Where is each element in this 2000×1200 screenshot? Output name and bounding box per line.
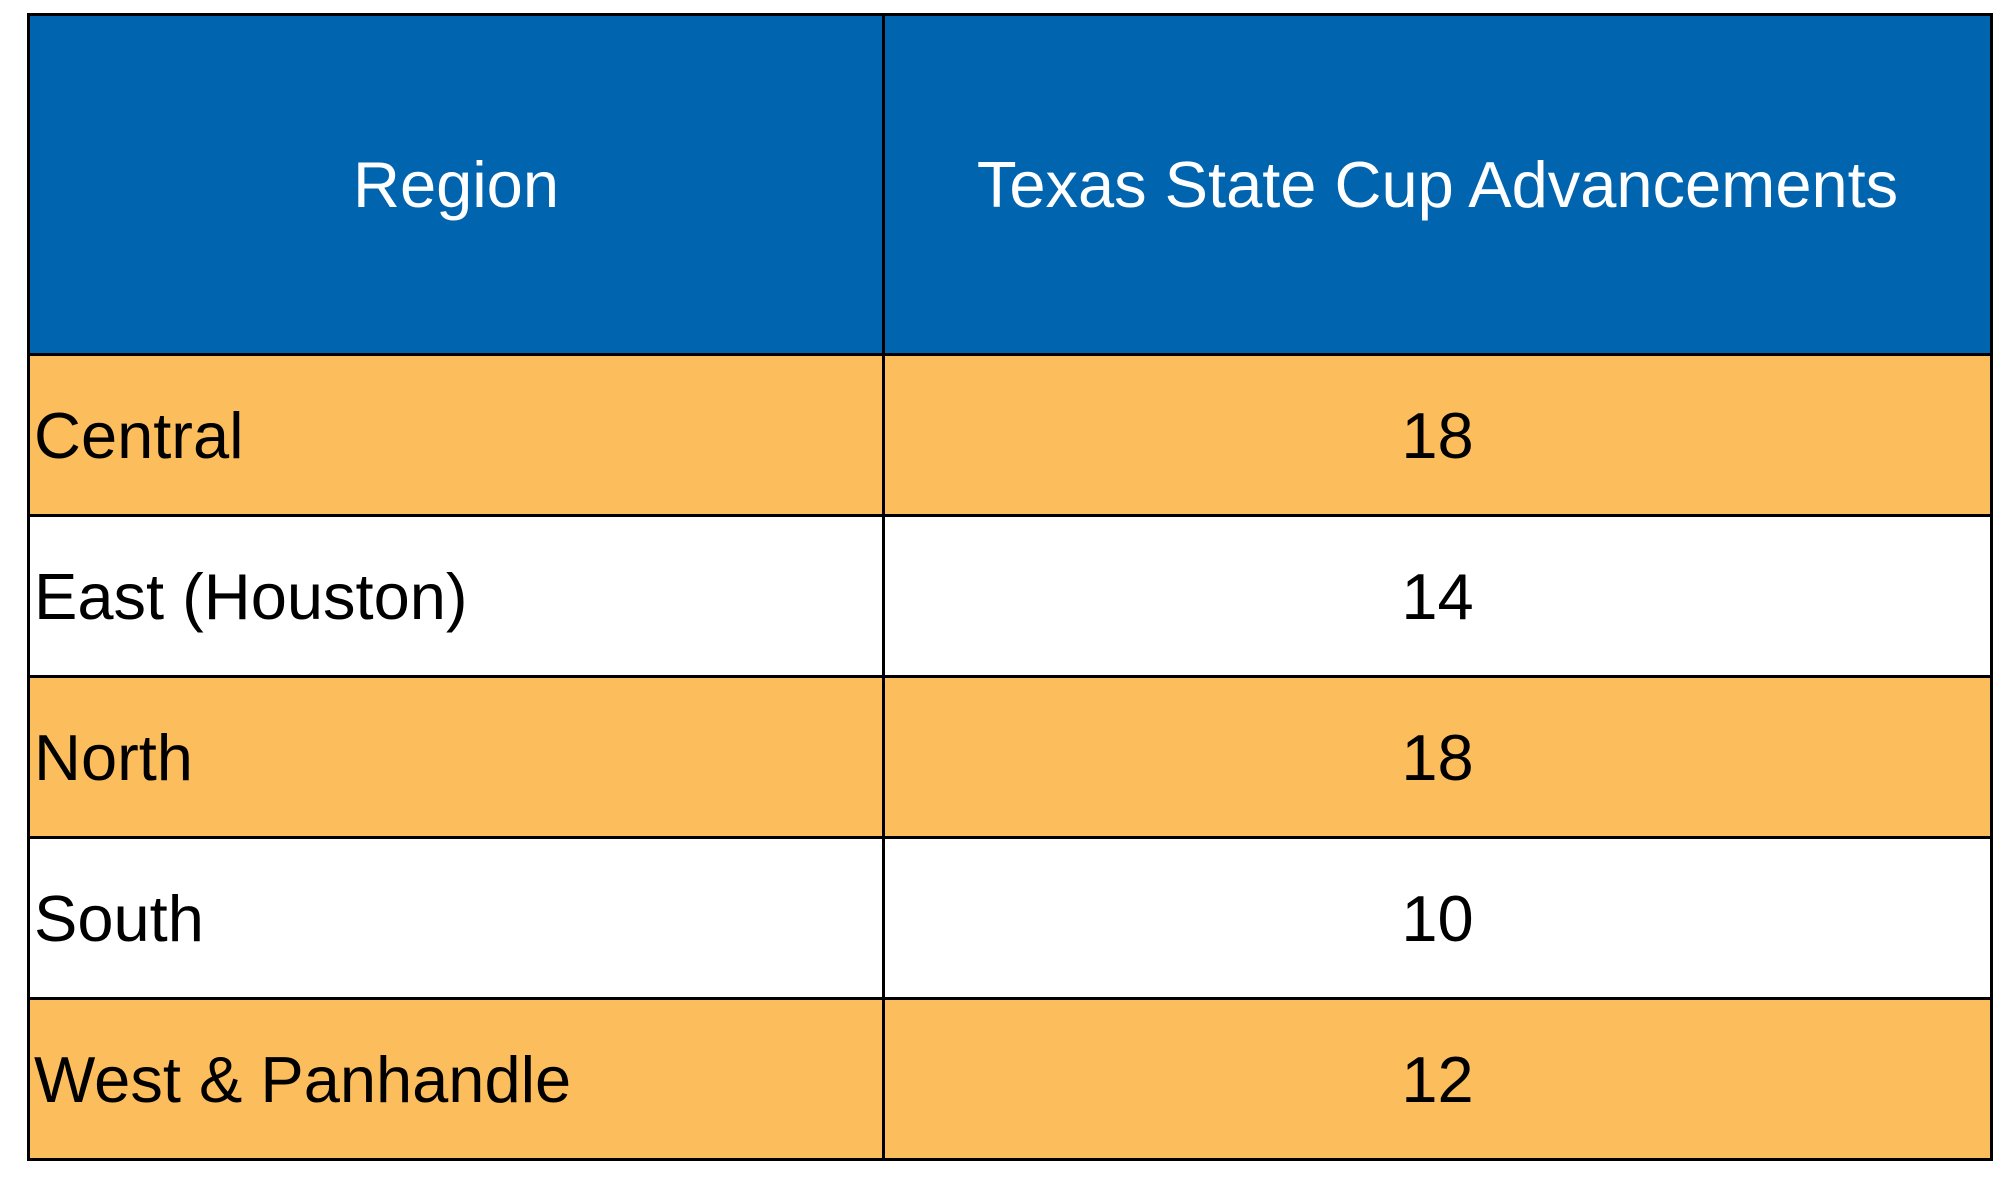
value-cell: 14 bbox=[882, 514, 1993, 678]
table-row: West & Panhandle 12 bbox=[27, 997, 1993, 1161]
column-header-region: Region bbox=[27, 13, 885, 356]
column-header-advancements: Texas State Cup Advancements bbox=[882, 13, 1993, 356]
value-cell: 10 bbox=[882, 836, 1993, 1000]
region-cell: Central bbox=[27, 353, 885, 517]
value-cell: 18 bbox=[882, 675, 1993, 839]
value-cell: 18 bbox=[882, 353, 1993, 517]
table-row: Central 18 bbox=[27, 353, 1993, 517]
table-row: North 18 bbox=[27, 675, 1993, 839]
table-row: East (Houston) 14 bbox=[27, 514, 1993, 678]
region-cell: North bbox=[27, 675, 885, 839]
region-cell: East (Houston) bbox=[27, 514, 885, 678]
value-cell: 12 bbox=[882, 997, 1993, 1161]
table-row: South 10 bbox=[27, 836, 1993, 1000]
region-cell: South bbox=[27, 836, 885, 1000]
regions-table: Region Texas State Cup Advancements Cent… bbox=[27, 13, 1993, 1161]
region-cell: West & Panhandle bbox=[27, 997, 885, 1161]
header-row: Region Texas State Cup Advancements bbox=[27, 13, 1993, 356]
